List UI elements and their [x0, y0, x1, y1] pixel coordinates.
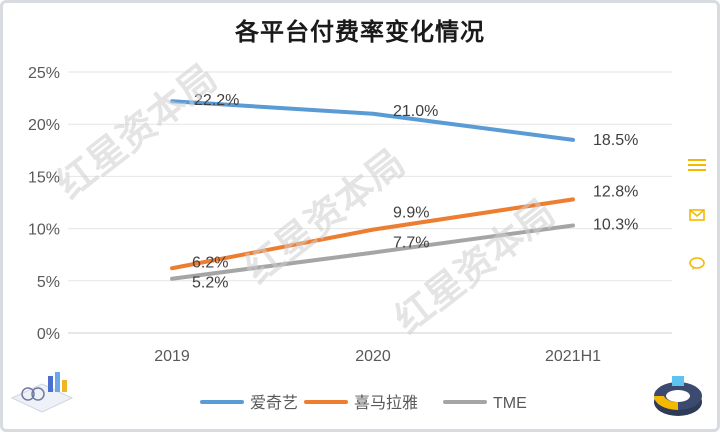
series-line-3	[170, 223, 575, 281]
data-label: 7.7%	[393, 235, 429, 252]
y-tick-label: 25%	[28, 65, 60, 82]
data-label: 21.0%	[393, 103, 438, 120]
decorative-chart-illustration	[8, 368, 78, 420]
data-label: 22.2%	[194, 92, 239, 109]
axes: 0% 5% 10% 15% 20% 25% 2019 2020 2021H1	[28, 65, 601, 365]
y-tick-label: 5%	[37, 274, 60, 291]
mail-icon[interactable]	[684, 204, 710, 226]
data-label: 6.2%	[192, 254, 228, 271]
x-tick-label: 2019	[154, 348, 190, 365]
x-tick-label: 2021H1	[545, 348, 601, 365]
watermark-text: 红星资本局	[48, 55, 225, 207]
y-tick-label: 0%	[37, 326, 60, 343]
data-label: 10.3%	[593, 216, 638, 233]
x-tick-label: 2020	[355, 348, 391, 365]
data-label: 18.5%	[593, 132, 638, 149]
chart-title: 各平台付费率变化情况	[235, 18, 485, 46]
decorative-ring-chart	[650, 372, 706, 426]
y-tick-label: 10%	[28, 222, 60, 239]
data-labels: 22.2% 21.0% 18.5% 6.2% 9.9% 12.8% 5.2% 7.7% 10.3…	[192, 92, 638, 291]
series-line-1	[170, 99, 575, 142]
chat-icon[interactable]	[684, 253, 710, 275]
legend-entry: TME	[493, 395, 527, 412]
legend-entry: 喜马拉雅	[354, 394, 418, 412]
data-label: 5.2%	[192, 275, 228, 292]
series-lines	[170, 99, 575, 281]
legend: 爱奇艺 喜马拉雅 TME	[200, 394, 527, 412]
legend-entry: 爱奇艺	[250, 394, 298, 412]
menu-icon[interactable]	[684, 154, 710, 176]
data-label: 9.9%	[393, 205, 429, 222]
data-label: 12.8%	[593, 183, 638, 200]
series-line-2	[170, 197, 575, 271]
y-tick-label: 20%	[28, 117, 60, 134]
y-tick-label: 15%	[28, 169, 60, 186]
watermark-text: 红星资本局	[236, 140, 413, 292]
